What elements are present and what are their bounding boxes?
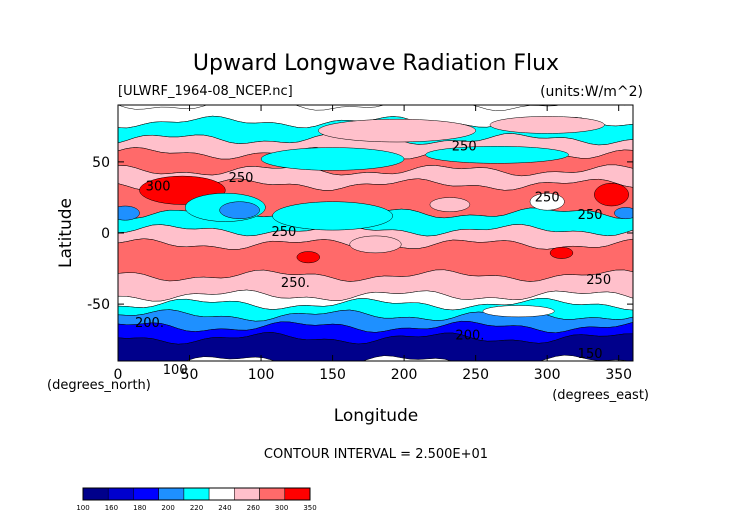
field-patch (489, 116, 605, 134)
x-tick-label: 100 (248, 367, 275, 383)
y-unit-label: (degrees_north) (47, 378, 151, 393)
field-patch (296, 251, 320, 264)
field-patch (549, 246, 574, 259)
field-patch (118, 205, 140, 221)
contour-label: 250 (535, 191, 560, 206)
x-tick-label: 300 (534, 367, 561, 383)
x-axis-title: Longitude (334, 406, 419, 426)
contour-label: 100 (163, 363, 188, 378)
field-patch (318, 118, 476, 143)
colorbar-level-label: 350 (303, 504, 316, 512)
y-axis: -50 0 50 (87, 155, 633, 313)
x-tick-label: 50 (181, 367, 199, 383)
colorbar-swatch (133, 487, 159, 501)
x-tick-label: 150 (319, 367, 346, 383)
field-patch (219, 201, 260, 219)
y-tick-label: 0 (101, 226, 110, 242)
field-patch (349, 235, 402, 254)
x-tick-label: 250 (462, 367, 489, 383)
colorbar-swatch (82, 487, 109, 501)
colorbar-level-label: 160 (105, 504, 118, 512)
field-patch (529, 192, 565, 211)
colorbar-swatch (158, 487, 185, 501)
x-axis: 0 50 100 150 200 250 300 350 (114, 105, 632, 383)
contour-label: 250 (586, 273, 611, 288)
field-patch (425, 146, 569, 164)
colorbar-level-label: 220 (190, 504, 203, 512)
contour-label: 250 (271, 225, 296, 240)
field-patch (429, 197, 471, 212)
colorbar-swatch (183, 487, 210, 501)
y-tick-label: 50 (92, 155, 110, 171)
field-patch (614, 207, 633, 220)
chart-title: Upward Longwave Radiation Flux (193, 51, 559, 76)
field-patch (594, 182, 629, 207)
band-100-160 (118, 332, 633, 361)
colorbar-level-label: 260 (247, 504, 260, 512)
x-tick-label: 200 (391, 367, 418, 383)
colorbar-level-label: 240 (218, 504, 231, 512)
heatmap-field (118, 105, 633, 361)
colorbar-frame (82, 487, 311, 501)
contour-label: 200. (455, 329, 484, 344)
x-tick-label: 350 (605, 367, 632, 383)
contour-label: 150 (578, 347, 603, 362)
contour-label: 250. (281, 276, 310, 291)
colorbar-level-label: 200 (161, 504, 174, 512)
units-label: (units:W/m^2) (540, 84, 643, 100)
field-patch (260, 147, 405, 171)
x-unit-label: (degrees_east) (552, 388, 649, 403)
y-tick-label: -50 (87, 297, 110, 313)
contour-label: 250 (452, 140, 477, 155)
colorbar: 100 160 180 200 220 240 260 300 350 (76, 487, 317, 512)
colorbar-level-label: 300 (275, 504, 288, 512)
contour-label-group: 300 250 250 250 250 250 250. 250 200. 200. 150 100 (135, 140, 611, 378)
colorbar-swatch (259, 487, 286, 501)
contour-label: 300 (146, 179, 171, 194)
colorbar-swatch (284, 487, 311, 501)
colorbar-swatch (107, 487, 134, 501)
dataset-label: [ULWRF_1964-08_NCEP.nc] (118, 84, 293, 99)
colorbar-swatch (234, 487, 260, 501)
field-patch (482, 305, 555, 318)
colorbar-level-label: 180 (133, 504, 146, 512)
contour-label: 200. (135, 316, 164, 331)
contour-label: 250 (229, 171, 254, 186)
field-patch (272, 201, 393, 231)
y-axis-title: Latitude (56, 198, 76, 268)
colorbar-swatch (208, 487, 235, 501)
contour-interval-text: CONTOUR INTERVAL = 2.500E+01 (264, 447, 488, 462)
colorbar-level-label: 100 (76, 504, 89, 512)
contour-label: 250 (578, 208, 603, 223)
x-tick-label: 0 (114, 367, 123, 383)
